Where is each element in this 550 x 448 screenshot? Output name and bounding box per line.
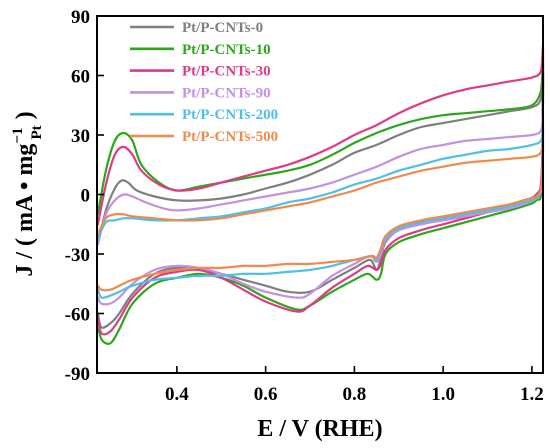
legend-label-pt-p-cnts-90: Pt/P-CNTs-90	[182, 85, 271, 101]
legend-label-pt-p-cnts-30: Pt/P-CNTs-30	[182, 64, 271, 80]
series-line-pt-p-cnts-10	[96, 60, 545, 345]
series-line-pt-p-cnts-30	[96, 45, 545, 336]
legend-label-pt-p-cnts-0: Pt/P-CNTs-0	[182, 20, 263, 36]
y-tick-label: 60	[71, 67, 90, 88]
ticks-layer: 0.4 0.6 0.8 1.0 1.2 -90 -60 -30 0 30 60 90	[65, 7, 544, 405]
legend: Pt/P-CNTs-0 Pt/P-CNTs-10 Pt/P-CNTs-30 Pt/P-…	[130, 20, 278, 145]
y-axis-title-sup: −1	[10, 128, 26, 144]
x-tick-label: 0.8	[343, 384, 367, 405]
series-line-pt-p-cnts-500	[96, 140, 545, 292]
x-tick-label: 1.2	[520, 384, 544, 405]
y-tick-label: -60	[65, 305, 90, 326]
y-tick-label: -30	[65, 245, 90, 266]
y-tick-label: 90	[71, 7, 90, 28]
y-tick-label: -90	[65, 364, 90, 385]
y-axis-title-end: )	[12, 111, 38, 125]
y-tick-label: 30	[71, 126, 90, 147]
series-line-pt-p-cnts-200	[96, 128, 545, 299]
x-tick-label: 0.4	[165, 384, 189, 405]
legend-label-pt-p-cnts-10: Pt/P-CNTs-10	[182, 42, 271, 58]
series-layer	[96, 45, 545, 345]
x-tick-label: 0.6	[254, 384, 278, 405]
legend-label-pt-p-cnts-500: Pt/P-CNTs-500	[182, 129, 278, 145]
legend-label-pt-p-cnts-200: Pt/P-CNTs-200	[182, 107, 278, 123]
y-axis-title-sub: Pt	[29, 125, 45, 139]
x-tick-label: 1.0	[431, 384, 455, 405]
y-axis-title-main: J / ( mA • mg	[12, 144, 38, 277]
y-axis-title: J / ( mA • mg−1 Pt )	[10, 111, 45, 276]
x-axis-title: E / V (RHE)	[257, 416, 382, 442]
y-tick-label: 0	[81, 186, 91, 207]
